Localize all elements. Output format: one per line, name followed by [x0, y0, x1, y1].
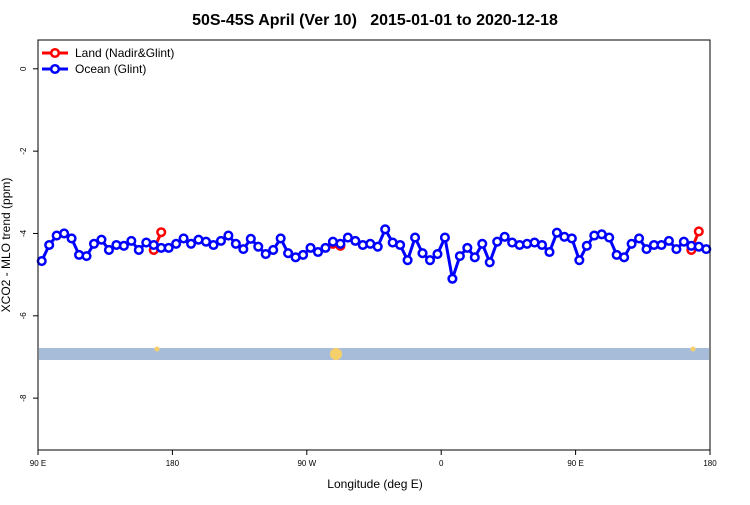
point — [454, 251, 465, 262]
point — [402, 255, 413, 266]
legend-marker — [49, 63, 61, 75]
point — [238, 244, 249, 255]
point — [186, 238, 197, 249]
x-tick-label: 180 — [166, 459, 180, 468]
point — [551, 227, 562, 238]
y-tick-label: -6 — [19, 312, 28, 320]
y-tick-label: -8 — [19, 394, 28, 402]
point — [245, 233, 256, 244]
point — [103, 244, 114, 255]
point — [492, 236, 503, 247]
point — [380, 224, 391, 235]
point — [678, 236, 689, 247]
point — [178, 233, 189, 244]
point — [424, 255, 436, 266]
chart-title: 50S-45S April (Ver 10) 2015-01-01 to 202… — [192, 12, 558, 29]
point — [634, 233, 645, 244]
point — [439, 232, 450, 243]
point — [663, 235, 674, 246]
point — [44, 239, 55, 251]
x-tick-label: 0 — [439, 459, 444, 468]
point — [268, 244, 279, 255]
point — [499, 231, 510, 242]
point — [230, 238, 241, 249]
legend-marker — [49, 47, 61, 59]
point — [372, 241, 383, 252]
point — [133, 244, 144, 255]
surface-band — [39, 348, 709, 360]
point — [36, 256, 47, 267]
point — [208, 239, 219, 251]
point — [350, 235, 361, 246]
legend: Land (Nadir&Glint) Ocean (Glint) — [42, 46, 174, 76]
point — [432, 249, 443, 260]
point — [395, 239, 406, 251]
point — [656, 239, 667, 251]
land-dot — [154, 346, 160, 352]
point — [604, 232, 615, 243]
point — [410, 232, 421, 243]
point — [701, 244, 712, 255]
point — [260, 249, 271, 260]
point — [96, 234, 107, 245]
point — [447, 273, 458, 284]
land-dot — [690, 346, 696, 352]
point — [118, 240, 129, 251]
point — [305, 242, 316, 253]
point — [641, 244, 652, 255]
point — [312, 246, 324, 258]
point — [320, 242, 331, 253]
legend-label: Ocean (Glint) — [75, 62, 146, 76]
x-tick-label: 90 E — [567, 459, 583, 468]
y-tick-label: 0 — [19, 66, 28, 71]
point — [223, 230, 234, 241]
point — [693, 226, 704, 237]
point — [469, 252, 480, 263]
y-axis-label: XCO2 - MLO trend (ppm) — [0, 178, 13, 313]
plot-area — [36, 224, 712, 284]
point — [156, 227, 167, 238]
point — [671, 244, 682, 255]
point — [581, 240, 592, 251]
point — [462, 242, 473, 253]
point — [536, 239, 548, 251]
land-dot — [330, 348, 342, 360]
point — [477, 238, 488, 249]
point — [619, 252, 630, 263]
point — [544, 246, 555, 258]
point — [215, 235, 226, 246]
point — [66, 233, 77, 244]
point — [171, 238, 182, 249]
x-tick-label: 90 W — [297, 459, 316, 468]
point — [566, 233, 577, 244]
point — [283, 248, 294, 259]
y-tick-label: -2 — [19, 147, 28, 155]
point — [484, 257, 495, 268]
x-tick-label: 90 E — [30, 459, 46, 468]
point — [163, 242, 174, 253]
y-tick-label: -4 — [19, 229, 28, 237]
plot-frame — [37, 39, 711, 451]
legend-label: Land (Nadir&Glint) — [75, 46, 174, 60]
x-axis-label: Longitude (deg E) — [327, 477, 422, 491]
point — [81, 251, 92, 262]
point — [335, 238, 346, 249]
point — [417, 248, 428, 259]
point — [59, 228, 70, 239]
point — [298, 249, 309, 260]
point — [626, 238, 637, 249]
x-tick-label: 180 — [703, 459, 717, 468]
point — [253, 241, 264, 252]
point — [574, 255, 585, 266]
point — [88, 238, 100, 249]
point — [275, 233, 286, 244]
point — [126, 235, 137, 246]
